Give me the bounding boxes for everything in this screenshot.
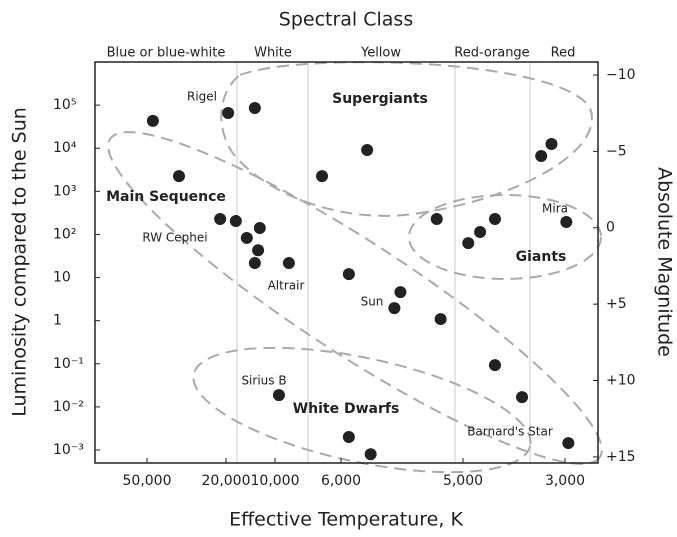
star: [222, 107, 235, 120]
x-tick-label: 20,000: [202, 473, 251, 489]
giants-outline: [408, 194, 602, 280]
region-label: White Dwarfs: [293, 401, 400, 417]
star-label: Sirius B: [241, 374, 286, 388]
region-label: Main Sequence: [106, 189, 226, 205]
star: [462, 237, 475, 250]
y2-tick-label: −5: [606, 143, 627, 159]
star: [474, 226, 487, 239]
white-dwarfs-outline: [192, 346, 532, 474]
star: [316, 170, 329, 183]
region-label: Giants: [516, 249, 567, 265]
star: [248, 102, 261, 115]
y2-tick-label: +15: [606, 449, 636, 465]
y-tick-label: 10⁴: [53, 140, 77, 156]
main-sequence-outline: [107, 131, 603, 465]
x-tick-label: 3,000: [545, 473, 585, 489]
y2-tick-label: 0: [606, 220, 615, 236]
x-axis-title: Effective Temperature, K: [229, 509, 463, 531]
spectral-class: Yellow: [360, 46, 401, 61]
chart-title: Spectral Class: [279, 9, 413, 31]
star: [229, 215, 242, 228]
star: [172, 170, 185, 183]
star: [535, 150, 548, 163]
supergiants-outline: [220, 61, 593, 217]
y-tick-label: 10²: [53, 226, 76, 242]
star: [516, 391, 529, 404]
star: [272, 389, 285, 402]
star: [361, 144, 374, 157]
star: [430, 213, 443, 226]
y2-tick-label: +5: [606, 296, 627, 312]
spectral-class: White: [254, 46, 292, 61]
star: [364, 448, 377, 461]
star: [434, 313, 447, 326]
star: [253, 222, 266, 235]
star: [248, 257, 261, 270]
star: [240, 231, 253, 244]
star: [488, 359, 501, 372]
star-label: Mira: [542, 202, 568, 216]
y2-tick-label: +10: [606, 373, 636, 389]
star-label: RW Cephei: [142, 231, 207, 245]
star: [214, 213, 227, 226]
spectral-class: Red: [551, 46, 576, 61]
region-label: Supergiants: [332, 91, 428, 107]
star: [342, 268, 355, 281]
x-tick-label: 6,000: [321, 473, 361, 489]
x-tick-label: 10,000: [251, 473, 300, 489]
band-lines: [236, 62, 531, 463]
y-axis-title: Luminosity compared to the Sun: [9, 107, 31, 417]
star: [282, 257, 295, 270]
star: [562, 437, 575, 450]
y-tick-label: 10: [53, 270, 71, 286]
star-label: Barnard's Star: [467, 425, 553, 439]
spectral-class: Red-orange: [454, 46, 529, 61]
star: [394, 286, 407, 299]
star: [545, 138, 558, 151]
y-tick-label: 10³: [53, 183, 76, 199]
star: [342, 431, 355, 444]
y2-tick-label: −10: [606, 67, 636, 83]
star: [252, 244, 265, 257]
spectral-class: Blue or blue-white: [107, 46, 226, 61]
x-tick-label: 50,000: [123, 473, 172, 489]
y-tick-label: 10⁵: [53, 97, 76, 113]
plot-frame: [94, 61, 599, 464]
x-tick-label: 5,000: [443, 473, 483, 489]
star-label: Rigel: [187, 90, 217, 104]
y-tick-label: 10⁻³: [53, 442, 84, 458]
y2-axis-title: Absolute Magnitude: [654, 167, 676, 357]
star-label: Altrair: [268, 279, 305, 293]
star: [488, 213, 501, 226]
star: [146, 114, 159, 127]
star-label: Sun: [361, 295, 384, 309]
y-tick-label: 10⁻¹: [53, 356, 84, 372]
region-outlines: [107, 61, 603, 474]
star: [388, 302, 401, 315]
y-tick-label: 1: [53, 313, 62, 329]
star: [560, 216, 573, 229]
y-tick-label: 10⁻²: [53, 399, 84, 415]
